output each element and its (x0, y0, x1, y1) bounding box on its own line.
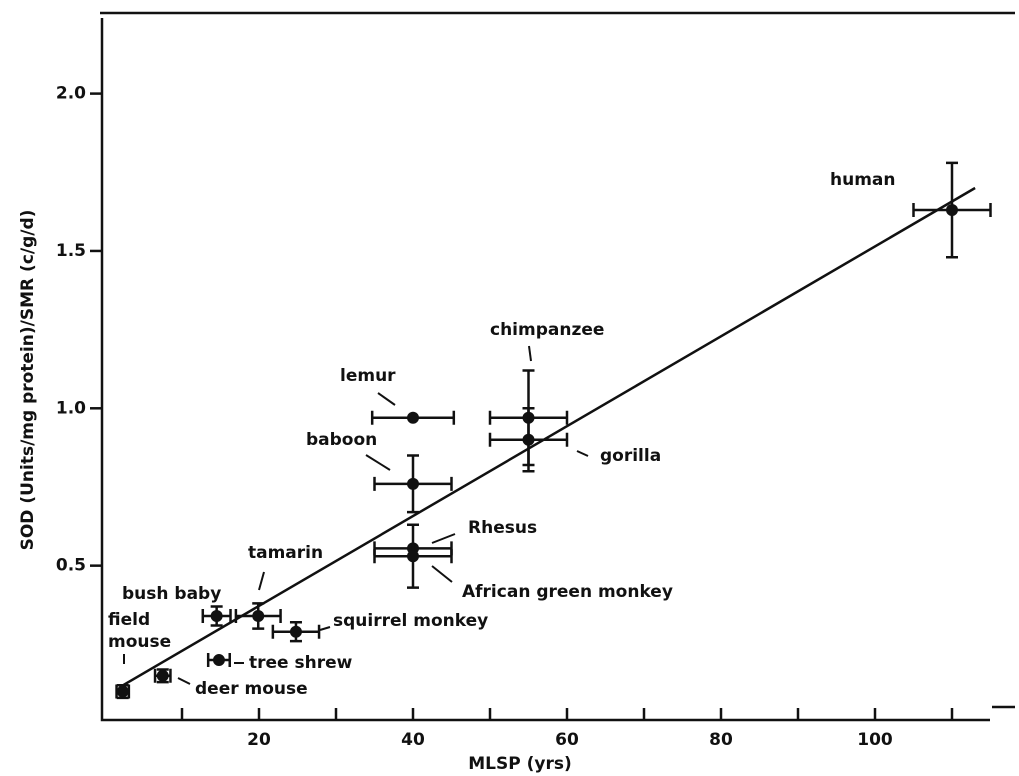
point-label: squirrel monkey (333, 611, 488, 631)
point-label: chimpanzee (490, 320, 604, 340)
leader-line (177, 677, 191, 685)
leader-line (431, 533, 456, 544)
point (116, 685, 129, 698)
point (212, 654, 225, 667)
leader-line (258, 571, 265, 591)
point-label: human (830, 170, 896, 190)
point-label-line: field (108, 610, 150, 630)
x-tick-label: 100 (857, 730, 893, 750)
x-axis-label: MLSP (yrs) (468, 754, 572, 774)
fit-line (119, 186, 976, 688)
point-label: baboon (306, 430, 377, 450)
point (289, 625, 302, 638)
point (252, 610, 265, 623)
point-label-line: mouse (108, 632, 171, 652)
x-tick-label: 80 (709, 730, 733, 750)
point-label: tree shrew (249, 653, 353, 673)
leader-line (377, 392, 396, 406)
x-tick-label: 20 (247, 730, 271, 750)
point-label: field mouse (108, 610, 171, 652)
point-label: Rhesus (468, 518, 537, 538)
y-tick-label: 2.0 (56, 84, 86, 104)
leader-line (365, 454, 391, 471)
leader-line (576, 450, 589, 457)
y-tick-label: 0.5 (56, 556, 86, 576)
point (407, 477, 419, 490)
y-tick-label: 1.0 (56, 398, 86, 418)
x-tick-label: 40 (401, 730, 425, 750)
point-label: bush baby (122, 584, 221, 604)
point (946, 204, 958, 217)
point-label: lemur (340, 366, 396, 386)
point (156, 669, 169, 682)
x-tick-label: 60 (555, 730, 579, 750)
y-tick-label: 1.5 (56, 241, 86, 261)
y-axis-label: SOD (Units/mg protein)/SMR (c/g/d) (18, 210, 38, 551)
point (407, 411, 419, 424)
point (210, 610, 223, 623)
point-label: gorilla (600, 446, 661, 466)
point-label: tamarin (248, 543, 323, 563)
leader-line (528, 345, 532, 362)
leader-line (319, 626, 331, 631)
leader-line (431, 565, 453, 583)
point-label: African green monkey (462, 582, 673, 602)
point (407, 550, 419, 563)
point (522, 433, 535, 446)
point-label: deer mouse (195, 679, 308, 699)
